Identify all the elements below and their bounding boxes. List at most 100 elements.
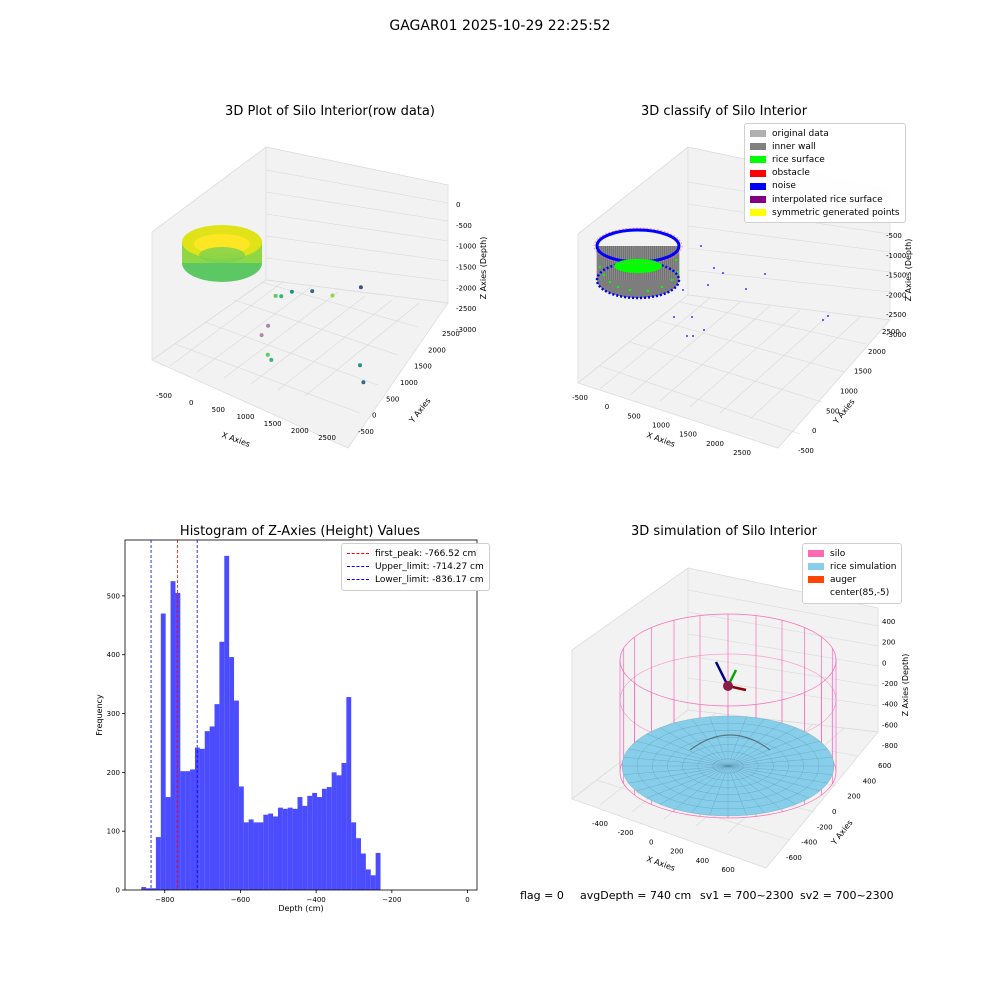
p2-noise-point <box>691 316 693 318</box>
panel1-silo-cluster <box>182 225 262 282</box>
p2-legend-entry: original data <box>750 127 900 140</box>
p2-noise-point <box>673 316 675 318</box>
p2-noise-point <box>700 245 702 247</box>
rice-mesh-spoke <box>727 765 810 799</box>
p2-legend-swatch <box>750 182 766 190</box>
p1-z-tick-5: -2500 <box>456 305 476 313</box>
histogram-bar <box>321 788 327 890</box>
rice-mesh-spoke <box>674 765 729 810</box>
panel4-title: 3D simulation of Silo Interior <box>631 524 817 539</box>
p3-legend-label: Lower_limit: -836.17 cm <box>375 574 484 585</box>
histogram-x-ticks: −800 −600 −400 −200 0 <box>155 890 470 904</box>
histogram-x-tick-label: 0 <box>465 896 469 904</box>
rice-mesh-spoke <box>636 740 729 767</box>
p4-x-tick-5: 600 <box>721 866 734 874</box>
histogram-bar <box>273 816 278 890</box>
p1-outlier-point <box>266 323 271 328</box>
p2-x-tick-5: 2000 <box>706 440 724 448</box>
p4-legend-entry: center(85,-5) <box>808 587 896 600</box>
p2-noise-point <box>827 315 829 317</box>
p2-noise-point <box>764 273 766 275</box>
rice-mesh <box>621 715 835 817</box>
p1-x-tick-1: 0 <box>189 399 193 407</box>
histogram-bar <box>297 797 303 890</box>
histogram-xlabel: Depth (cm) <box>278 904 323 913</box>
histogram-bar <box>341 762 347 890</box>
p2-rice-point <box>602 273 606 277</box>
p1-x-tick-3: 1000 <box>237 413 255 421</box>
rice-mesh-spoke <box>636 765 729 792</box>
histogram-bar <box>336 775 342 890</box>
p2-x-tick-2: 500 <box>627 412 640 420</box>
panel4-z-ticks: 400 200 0 -200 -400 -600 -800 <box>882 618 898 750</box>
footer-sv2: sv2 = 700~2300 <box>800 889 894 902</box>
p2-legend-swatch <box>750 209 766 217</box>
p2-legend-entry: noise <box>750 180 900 193</box>
panel4-rice-surface <box>621 715 835 817</box>
p2-rice-point <box>628 288 632 292</box>
p2-noise-point <box>822 319 824 321</box>
p2-noise-point <box>722 272 724 274</box>
p2-legend-swatch <box>750 130 766 138</box>
rice-mesh-spoke <box>727 765 782 810</box>
p1-outlier-point <box>259 333 264 338</box>
panel2-legend: original data inner wall rice surface obsta… <box>744 123 906 224</box>
histogram-bar <box>317 797 322 890</box>
p2-z-tick-3: -2000 <box>886 291 906 299</box>
p2-rice-point <box>598 265 602 269</box>
rice-mesh-spoke <box>727 740 820 767</box>
panel1-z-ticks: 0 -500 -1000 -1500 -2000 -2500 -3000 <box>456 201 476 334</box>
histogram-bar <box>263 814 269 890</box>
histogram-bar <box>155 837 161 890</box>
histogram-bar <box>277 807 283 890</box>
p2-x-tick-3: 1000 <box>652 422 670 430</box>
histogram-bar <box>224 555 230 890</box>
rice-ridge <box>689 734 771 751</box>
histogram-y-tick-label: 100 <box>107 828 120 836</box>
p2-noise-point <box>745 288 747 290</box>
histogram-vlines <box>150 540 198 890</box>
histogram-bar <box>146 888 152 890</box>
histogram-bar <box>165 797 171 890</box>
p1-outlier-point <box>279 294 284 299</box>
panel2-noise-points <box>673 245 829 337</box>
rice-mesh-spoke <box>709 765 729 816</box>
p1-z-tick-1: -500 <box>456 222 472 230</box>
panel2-rice-surface <box>614 259 662 273</box>
p4-x-tick-3: 200 <box>670 848 683 856</box>
p2-noise-point <box>692 335 694 337</box>
rice-mesh-spoke <box>727 765 820 792</box>
p2-legend-label: original data <box>772 128 829 139</box>
panel1-pane-back <box>265 146 449 304</box>
p4-legend-entry: auger <box>808 573 896 586</box>
p4-y-tick-0: -600 <box>786 854 802 862</box>
histogram-bar <box>356 838 361 890</box>
p3-legend-label: first_peak: -766.52 cm <box>375 548 477 559</box>
panel3-legend: first_peak: -766.52 cm Upper_limit: -714.… <box>341 543 490 591</box>
histogram-bar <box>214 704 220 890</box>
histogram-bar <box>243 822 249 890</box>
p1-outlier-point <box>289 289 294 294</box>
p4-legend-entry: rice simulation <box>808 560 896 573</box>
p4-z-tick-2: 0 <box>882 659 886 667</box>
rice-mesh-spoke <box>659 765 729 805</box>
panel3-title: Histogram of Z-Axies (Height) Values <box>179 524 421 539</box>
p1-outlier-point <box>330 293 335 298</box>
histogram-bar <box>185 771 191 890</box>
p4-legend-swatch <box>808 563 824 571</box>
p2-x-tick-0: -500 <box>572 394 588 402</box>
rice-mesh-spoke <box>727 727 797 767</box>
rice-mesh-spoke <box>691 765 729 814</box>
p1-outlier-point <box>265 352 270 357</box>
p4-y-tick-6: 600 <box>878 762 891 770</box>
p4-z-tick-6: -800 <box>882 742 898 750</box>
p1-outlier-point <box>310 289 315 294</box>
rice-mesh-spoke <box>709 716 729 767</box>
p2-legend-label: symmetric generated points <box>772 207 900 218</box>
p4-legend-swatch <box>808 550 824 558</box>
histogram-y-tick-label: 0 <box>116 887 120 895</box>
p2-z-tick-2: -1500 <box>886 272 906 280</box>
p3-legend-entry: Upper_limit: -714.27 cm <box>347 560 484 573</box>
p4-legend-label: silo <box>830 548 846 559</box>
panel2-y-ticks: -500 0 500 1000 1500 2000 2500 <box>798 328 900 455</box>
